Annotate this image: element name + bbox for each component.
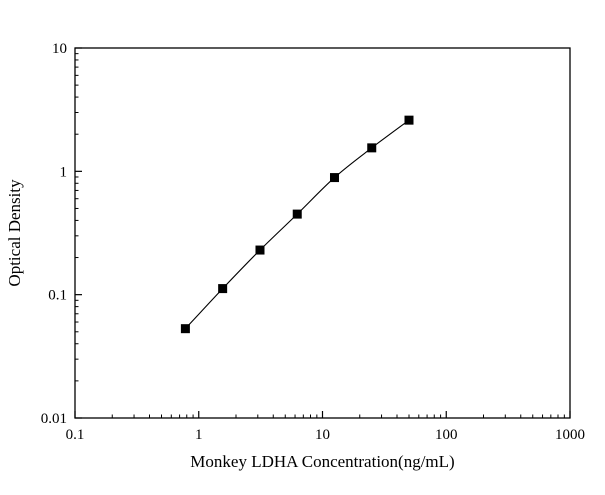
y-tick-label: 0.1 [48,288,67,304]
data-point-marker [180,324,190,334]
data-point-marker [218,284,228,294]
plot-frame [74,47,571,419]
y-tick-label: 0.01 [41,411,67,427]
data-point-marker [255,245,265,255]
x-tick-label: 100 [435,427,458,443]
x-tick-label: 1 [195,427,203,443]
y-tick-label: 10 [52,41,67,57]
x-tick-label: 1000 [555,427,585,443]
x-axis-title: Monkey LDHA Concentration(ng/mL) [190,452,454,471]
y-axis-title: Optical Density [5,179,24,287]
x-tick-label: 0.1 [66,427,85,443]
data-point-marker [404,115,414,125]
data-point-marker [329,173,339,183]
x-tick-label: 10 [315,427,330,443]
data-point-marker [292,209,302,219]
y-tick-label: 1 [60,164,68,180]
data-point-marker [367,143,377,153]
